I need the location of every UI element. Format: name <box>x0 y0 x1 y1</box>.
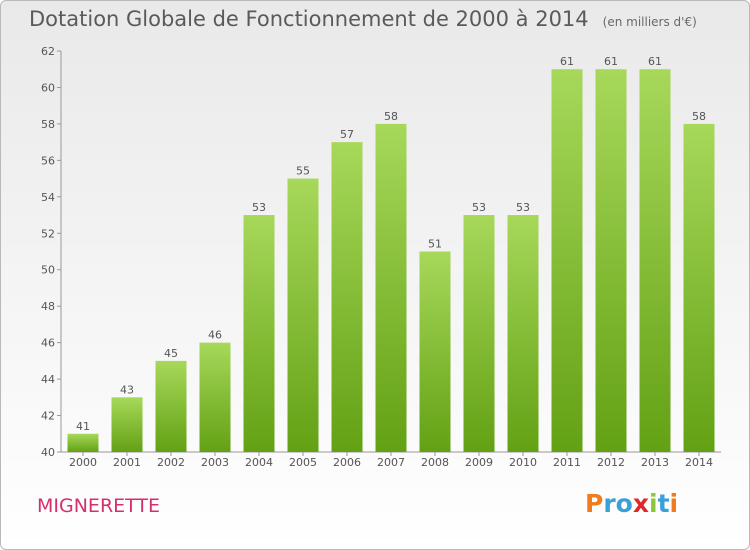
logo-letter: t <box>657 489 670 518</box>
y-tick-label: 62 <box>41 45 55 58</box>
chart-title-text: Dotation Globale de Fonctionnement de 20… <box>29 7 589 31</box>
y-tick-label: 50 <box>41 264 55 277</box>
x-tick-label: 2011 <box>553 456 581 469</box>
y-tick-label: 56 <box>41 154 55 167</box>
logo-letter: i <box>669 489 679 518</box>
bar <box>683 123 715 452</box>
bar <box>331 142 363 453</box>
bar <box>595 69 627 453</box>
x-tick-label: 2009 <box>465 456 493 469</box>
bar <box>199 342 231 452</box>
bar <box>67 433 99 452</box>
bar-value-label: 55 <box>296 165 310 178</box>
logo-letter: o <box>615 489 633 518</box>
bar-value-label: 53 <box>252 201 266 214</box>
bar <box>111 397 143 452</box>
bar <box>551 69 583 453</box>
x-tick-label: 2006 <box>333 456 361 469</box>
bar <box>463 215 495 452</box>
proxiti-logo: Proxiti <box>585 489 678 518</box>
y-tick-label: 54 <box>41 191 55 204</box>
bar <box>375 123 407 452</box>
y-tick-label: 52 <box>41 227 55 240</box>
x-tick-label: 2013 <box>641 456 669 469</box>
bar <box>155 360 187 452</box>
bar-value-label: 43 <box>120 383 134 396</box>
y-tick-label: 44 <box>41 373 55 386</box>
logo-letter: x <box>632 489 649 518</box>
bar-value-label: 58 <box>384 110 398 123</box>
bar-value-label: 57 <box>340 128 354 141</box>
bar-value-label: 41 <box>76 420 90 433</box>
x-tick-label: 2002 <box>157 456 185 469</box>
commune-name: MIGNERETTE <box>37 495 161 517</box>
x-tick-label: 2000 <box>69 456 97 469</box>
x-tick-label: 2004 <box>245 456 273 469</box>
bar-value-label: 61 <box>604 55 618 68</box>
bar <box>243 215 275 452</box>
bar-value-label: 51 <box>428 238 442 251</box>
y-tick-label: 40 <box>41 446 55 459</box>
chart-subtitle: (en milliers d'€) <box>602 15 697 29</box>
bar-value-label: 58 <box>692 110 706 123</box>
logo-letter: P <box>585 489 604 518</box>
x-tick-label: 2003 <box>201 456 229 469</box>
y-tick-label: 46 <box>41 337 55 350</box>
y-tick-label: 42 <box>41 410 55 423</box>
x-tick-label: 2007 <box>377 456 405 469</box>
bar-value-label: 45 <box>164 347 178 360</box>
bar <box>639 69 671 453</box>
bar <box>287 178 319 452</box>
bar <box>419 251 451 452</box>
x-tick-label: 2001 <box>113 456 141 469</box>
x-tick-label: 2005 <box>289 456 317 469</box>
y-tick-label: 58 <box>41 118 55 131</box>
bar <box>507 215 539 452</box>
y-tick-label: 48 <box>41 300 55 313</box>
x-tick-label: 2012 <box>597 456 625 469</box>
bar-value-label: 53 <box>516 201 530 214</box>
bar-value-label: 61 <box>648 55 662 68</box>
bar-value-label: 53 <box>472 201 486 214</box>
bar-value-label: 46 <box>208 329 222 342</box>
bar-value-label: 61 <box>560 55 574 68</box>
x-tick-label: 2008 <box>421 456 449 469</box>
x-tick-label: 2014 <box>685 456 713 469</box>
y-tick-label: 60 <box>41 81 55 94</box>
chart-title: Dotation Globale de Fonctionnement de 20… <box>29 7 697 31</box>
logo-letter: r <box>603 489 616 518</box>
x-tick-label: 2010 <box>509 456 537 469</box>
logo-letter: i <box>649 489 658 518</box>
